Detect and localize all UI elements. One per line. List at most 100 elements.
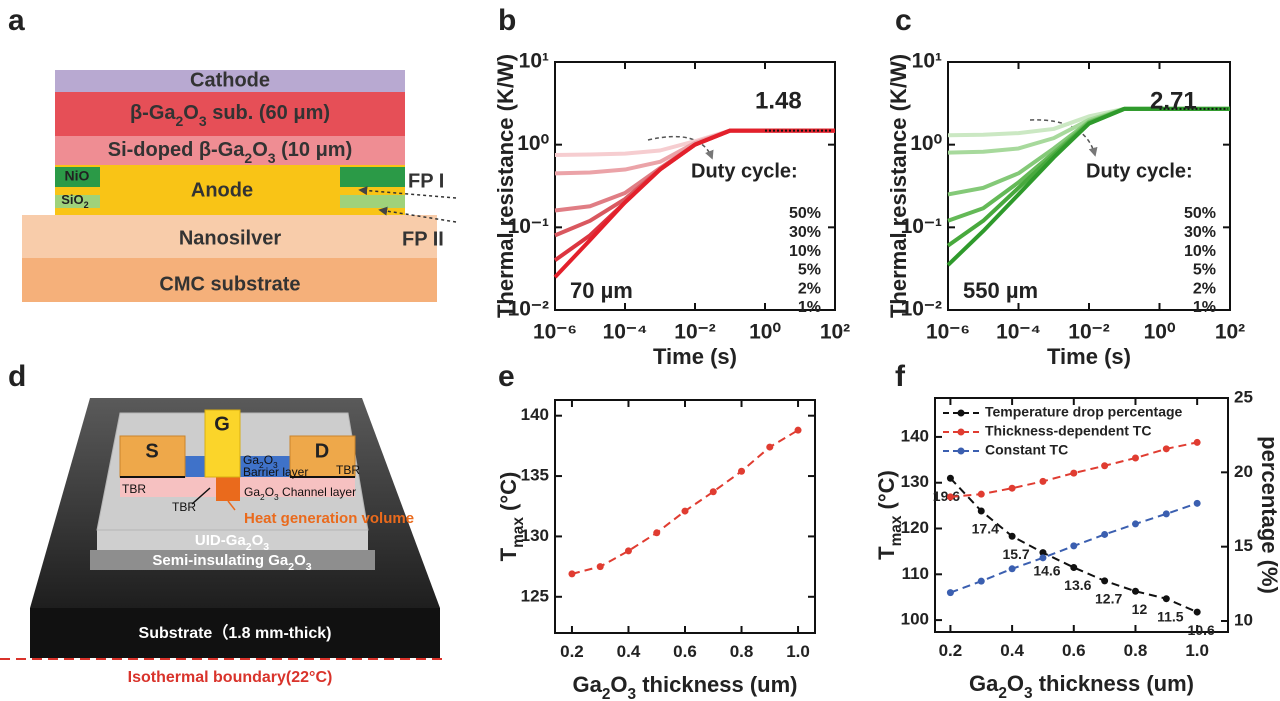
subscript: 2	[176, 113, 184, 129]
text-part: O	[265, 485, 274, 499]
substrate-front	[30, 608, 440, 658]
layer-label: NiO	[65, 168, 90, 184]
y-tick-label: 10⁻²	[901, 298, 942, 321]
data-point	[709, 488, 717, 496]
annotation: 550 µm	[963, 278, 1038, 303]
subscript: 3	[628, 686, 637, 701]
boundary-label: Isothermal boundary(22°C)	[128, 669, 333, 686]
x-tick-label: 10²	[1215, 320, 1245, 343]
nanosilver-layer	[22, 215, 437, 258]
barrier-label: Barrier layer	[243, 465, 308, 479]
text-part: O	[183, 102, 199, 124]
data-point	[1070, 469, 1078, 477]
subscript: max	[888, 515, 905, 546]
gate	[204, 409, 241, 478]
data-point	[568, 570, 576, 578]
subscript: 3	[274, 492, 279, 502]
x-tick-label: 10⁻⁶	[926, 320, 970, 343]
text-part: SiO	[61, 192, 83, 207]
x-axis-label: Time (s)	[653, 344, 737, 369]
text-part: Ga	[573, 672, 603, 697]
legend-entry: 5%	[798, 262, 821, 279]
x-axis-label: Ga2O3 thickness (um)	[969, 671, 1194, 701]
data-point	[1131, 454, 1139, 462]
text-part: Ga	[244, 485, 260, 499]
x-tick-label: 0.6	[673, 642, 697, 661]
source	[119, 435, 186, 478]
text-part: O	[252, 532, 264, 549]
panel-label: a	[8, 4, 25, 37]
y2-tick-label: 25	[1234, 387, 1253, 406]
heat-volume	[216, 477, 240, 501]
y-tick-label: 10⁻²	[508, 298, 549, 321]
layer-label: UID-Ga2O3	[195, 532, 269, 553]
x-tick-label: 0.8	[1124, 641, 1148, 660]
y-tick-label: 10⁰	[517, 132, 549, 155]
data-point	[946, 474, 954, 482]
subscript: max	[510, 517, 527, 548]
sio2-left	[55, 195, 100, 208]
x-axis-label: Ga2O3 thickness (um)	[573, 672, 798, 701]
subscript: 3	[199, 113, 207, 129]
data-point	[596, 563, 604, 571]
y-tick-label: 110	[902, 564, 929, 583]
data-point	[977, 507, 985, 515]
subscript: 2	[288, 561, 294, 573]
text-part: O	[252, 139, 268, 161]
data-point	[946, 493, 954, 501]
y2-tick-label: 10	[1234, 610, 1253, 629]
x-axis-label: Time (s)	[1047, 344, 1131, 369]
subscript: 3	[263, 541, 269, 553]
x-tick-label: 0.4	[1000, 641, 1024, 660]
annotation: 1.48	[755, 87, 802, 114]
arrow	[647, 135, 714, 160]
text-part: Ga	[243, 453, 259, 467]
layer-label: Si-doped β-Ga2O3 (10 μm)	[108, 139, 353, 165]
x-tick-label: 10⁻⁶	[533, 320, 577, 343]
annotation: 70 µm	[570, 278, 633, 303]
legend-entry: Constant TC	[985, 442, 1068, 458]
subscript: 2	[244, 150, 252, 166]
series-line	[949, 477, 1198, 613]
y-tick-label: 10⁰	[910, 132, 942, 155]
gate-label: G	[214, 413, 230, 435]
series-line	[950, 441, 1198, 498]
drain-label: D	[315, 440, 329, 462]
legend-entry: 5%	[1193, 262, 1216, 279]
panel-label: d	[8, 360, 26, 393]
x-tick-label: 10²	[820, 320, 850, 343]
data-point	[1070, 563, 1078, 571]
y2-tick-label: 20	[1234, 462, 1253, 481]
layer-label: SiO2	[61, 192, 88, 210]
channel-label: Ga2O3 Channel layer	[244, 485, 356, 502]
pointer	[191, 487, 211, 505]
y-axis-label: Tmax (°C)	[496, 472, 527, 562]
nio-left	[55, 167, 100, 187]
x-tick-label: 0.2	[939, 641, 963, 660]
x-tick-label: 10⁻²	[674, 320, 715, 343]
text-part: sub. (60 μm)	[207, 102, 330, 124]
layer-label: Anode	[191, 179, 253, 201]
subscript: 2	[260, 492, 265, 502]
subscript: 2	[998, 685, 1007, 701]
doped-layer	[55, 136, 405, 165]
layer-label: Semi-insulating Ga2O3	[152, 552, 311, 573]
layer-label: β-Ga2O3 sub. (60 μm)	[130, 102, 330, 128]
text-part: (10 μm)	[276, 139, 353, 161]
cmc-layer	[22, 258, 437, 302]
data-point	[1101, 530, 1109, 538]
y-tick-label: 100	[901, 610, 929, 629]
y-axis-label: Thermal resistance (K/W)	[886, 54, 911, 318]
data-point	[1070, 542, 1078, 550]
subscript: 2	[602, 686, 611, 701]
legend-entry: 1%	[798, 299, 821, 316]
data-point	[1039, 477, 1047, 485]
data-label: 15.7	[1002, 546, 1029, 562]
data-point	[1131, 520, 1139, 528]
subscript: 2	[246, 541, 252, 553]
data-point	[794, 426, 802, 434]
y-axis-label: Tmax (°C)	[874, 470, 905, 560]
text-part: (°C)	[496, 472, 521, 517]
layer-label: Cathode	[190, 69, 270, 91]
